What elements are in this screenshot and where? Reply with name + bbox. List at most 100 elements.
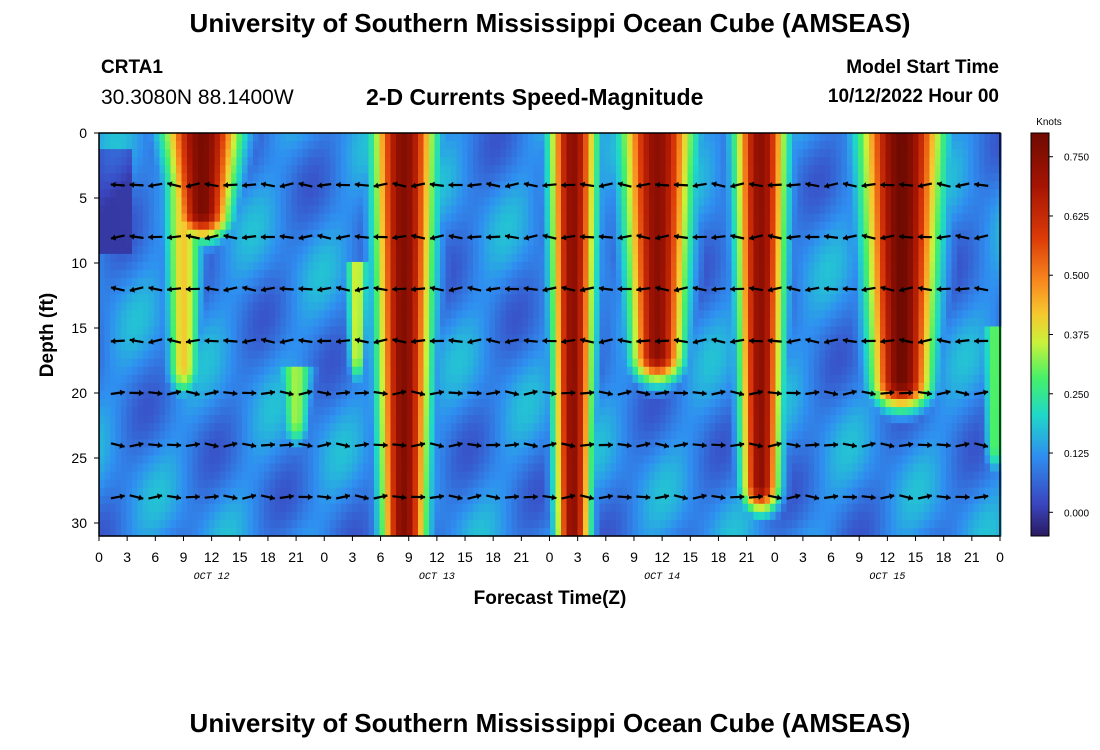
current-arrow — [335, 442, 351, 449]
current-arrow — [260, 181, 276, 188]
x-tick-label: 12 — [880, 549, 896, 565]
current-arrow — [223, 390, 238, 397]
current-arrow — [167, 442, 182, 449]
current-arrow — [260, 441, 275, 448]
current-arrow — [467, 182, 482, 189]
current-arrow — [748, 234, 764, 241]
current-arrow — [767, 390, 782, 397]
x-tick-label: 15 — [908, 549, 924, 565]
current-arrow — [411, 233, 426, 240]
current-arrow — [654, 493, 670, 500]
current-arrow — [655, 181, 670, 188]
current-arrow — [636, 182, 651, 189]
current-arrow — [767, 286, 782, 293]
current-arrow — [392, 442, 407, 449]
current-arrow — [129, 337, 144, 344]
x-tick-label: 9 — [405, 549, 413, 565]
current-arrow — [429, 493, 444, 500]
current-arrow — [617, 442, 632, 449]
current-arrow — [974, 337, 989, 345]
x-tick-label: 21 — [514, 549, 530, 565]
current-arrow — [298, 389, 313, 396]
x-tick-label: 3 — [799, 549, 807, 565]
current-arrow — [317, 337, 332, 345]
current-arrow — [129, 494, 144, 501]
date-label: OCT 15 — [869, 572, 905, 583]
current-arrow — [730, 286, 745, 293]
x-tick-label: 18 — [711, 549, 727, 565]
current-arrow — [974, 442, 989, 449]
current-arrow — [110, 181, 125, 188]
current-arrow — [636, 441, 651, 448]
current-arrow — [842, 493, 857, 501]
y-tick-label: 5 — [79, 190, 87, 206]
colorbar-tick-label: 0.000 — [1064, 508, 1089, 519]
current-arrow — [504, 441, 520, 448]
current-arrow — [579, 494, 595, 501]
current-arrow — [373, 233, 388, 240]
current-arrow — [842, 234, 857, 241]
current-arrow — [692, 493, 707, 500]
date-label: OCT 12 — [194, 572, 230, 583]
current-arrow — [354, 233, 369, 240]
current-arrow — [166, 389, 182, 396]
current-arrow — [392, 494, 407, 501]
current-arrow — [711, 234, 726, 241]
current-arrow — [392, 337, 407, 344]
current-arrow — [692, 390, 707, 397]
current-arrow — [279, 441, 294, 448]
current-arrow — [317, 494, 332, 501]
current-arrow — [354, 441, 369, 448]
current-arrow — [260, 286, 276, 293]
current-arrow — [561, 234, 576, 241]
current-arrow — [805, 337, 820, 344]
current-arrow — [673, 389, 688, 397]
current-arrow — [335, 234, 351, 241]
current-arrow — [748, 389, 764, 396]
current-arrow — [880, 285, 895, 292]
current-arrow — [673, 181, 688, 188]
current-arrow — [486, 337, 501, 344]
x-tick-label: 9 — [180, 549, 188, 565]
current-arrow — [242, 285, 257, 292]
x-tick-label: 21 — [739, 549, 755, 565]
current-arrow — [185, 441, 200, 448]
current-arrow — [955, 233, 970, 240]
current-arrow — [129, 441, 144, 448]
current-arrow — [823, 338, 839, 345]
colorbar-scale — [1030, 132, 1050, 537]
current-arrow — [204, 234, 219, 241]
current-arrow — [730, 441, 745, 448]
current-arrow — [917, 285, 932, 292]
model-start-label: Model Start Time — [846, 57, 999, 78]
current-arrow — [129, 389, 144, 397]
current-arrow — [317, 233, 332, 240]
current-arrow — [842, 181, 857, 188]
current-arrow — [692, 285, 707, 292]
current-arrow — [223, 441, 238, 448]
current-arrow — [279, 182, 294, 189]
current-arrow — [542, 286, 557, 293]
current-arrow — [110, 285, 125, 292]
date-label: OCT 13 — [419, 572, 455, 583]
current-arrow — [617, 389, 632, 396]
current-arrow — [411, 390, 426, 397]
current-arrow — [392, 286, 407, 293]
x-tick-label: 9 — [630, 549, 638, 565]
current-arrow — [542, 233, 557, 240]
current-arrow — [786, 338, 801, 345]
current-arrow — [617, 285, 632, 293]
current-arrow — [598, 285, 613, 292]
current-arrow — [805, 181, 820, 188]
current-arrow — [298, 337, 313, 344]
current-arrow — [767, 233, 782, 240]
station-id: CRTA1 — [101, 57, 163, 78]
current-arrow — [899, 233, 914, 240]
current-arrow — [636, 390, 651, 397]
current-arrow — [542, 494, 557, 501]
colorbar-tick-label: 0.625 — [1064, 212, 1089, 223]
current-arrow — [429, 389, 445, 396]
current-arrow — [523, 493, 538, 500]
current-arrow — [542, 441, 557, 448]
current-arrow — [523, 337, 538, 344]
